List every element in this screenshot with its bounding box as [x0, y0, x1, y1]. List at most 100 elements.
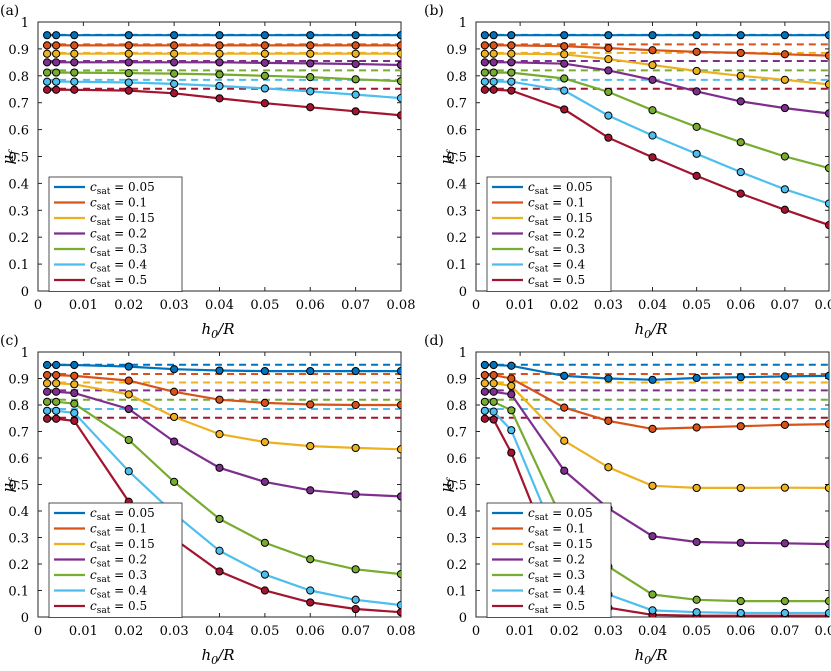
data-point [824, 109, 829, 118]
legend-entry-6: csat = 0.5 [90, 599, 147, 616]
series-line-5 [484, 80, 829, 205]
data-point [780, 372, 789, 381]
data-point [824, 419, 829, 429]
y-axis-label: μf [437, 149, 458, 165]
data-point [489, 397, 498, 406]
data-point [736, 373, 745, 382]
data-point [507, 390, 516, 399]
data-point [692, 66, 701, 76]
x-tick-label: 0.02 [550, 298, 579, 313]
legend-entry-4: csat = 0.3 [528, 568, 585, 585]
plot-area [42, 31, 401, 120]
data-point [480, 406, 489, 415]
data-point [124, 78, 133, 87]
panel-label: (a) [0, 3, 19, 19]
legend-entry-3: csat = 0.2 [90, 553, 147, 570]
data-point [507, 77, 516, 86]
x-tick-label: 0.02 [550, 624, 579, 639]
data-point [507, 381, 516, 391]
legend-entry-0: csat = 0.05 [90, 506, 155, 523]
data-point [396, 31, 401, 40]
data-point [480, 397, 489, 406]
data-point [736, 189, 745, 198]
data-point [507, 49, 516, 58]
data-point [648, 75, 657, 84]
data-point [780, 50, 789, 59]
x-tick-label: 0.01 [69, 298, 98, 313]
series-line-2 [47, 382, 401, 451]
x-tick-label: 0.03 [160, 298, 189, 313]
data-point [648, 532, 657, 541]
legend-entry-5: csat = 0.4 [90, 584, 147, 601]
x-tick-label: 0.07 [770, 624, 799, 639]
data-point [52, 31, 61, 40]
x-tick-label: 0.06 [296, 624, 325, 639]
x-tick-label: 0.02 [114, 624, 143, 639]
y-tick-label: 0.2 [8, 231, 29, 246]
data-point [824, 540, 829, 549]
y-tick-label: 0.6 [8, 124, 29, 139]
data-point [736, 138, 745, 147]
x-tick-label: 0.06 [726, 298, 755, 313]
data-point [42, 379, 52, 388]
data-point [507, 68, 516, 77]
legend-entry-1: csat = 0.1 [528, 522, 585, 539]
data-point [560, 436, 569, 445]
data-point [480, 49, 489, 58]
data-point [124, 49, 133, 58]
y-tick-label: 1 [459, 346, 467, 361]
legend-entry-2: csat = 0.15 [90, 211, 155, 228]
y-tick-label: 0.8 [446, 399, 467, 414]
plot-area [480, 31, 829, 230]
data-point [824, 163, 829, 173]
data-point [70, 371, 79, 380]
data-point [306, 49, 315, 58]
data-point [824, 199, 829, 208]
data-point [70, 408, 79, 418]
data-point [507, 361, 516, 370]
data-point [260, 99, 269, 108]
series-line-2 [484, 52, 829, 86]
x-tick-label: 0.05 [250, 624, 279, 639]
x-tick-label: 0.05 [682, 298, 711, 313]
data-point [351, 49, 360, 58]
data-point [260, 570, 269, 579]
data-point [736, 538, 745, 547]
data-point [560, 59, 569, 68]
data-point [170, 58, 179, 67]
y-tick-label: 1 [21, 346, 29, 361]
data-point [648, 481, 657, 490]
y-tick-label: 0.9 [8, 373, 29, 388]
data-point [42, 406, 52, 415]
data-point [489, 360, 498, 370]
data-point [70, 31, 79, 40]
y-tick-label: 0.5 [8, 151, 29, 166]
data-point [215, 567, 224, 576]
data-point [489, 415, 498, 424]
x-tick-label: 0.08 [815, 624, 831, 639]
y-tick-label: 0.4 [446, 177, 467, 192]
y-tick-label: 0.7 [446, 97, 467, 112]
legend-entry-5: csat = 0.4 [90, 258, 147, 275]
data-point [736, 97, 745, 106]
data-point [560, 42, 569, 51]
x-tick-label: 0.07 [770, 298, 799, 313]
x-axis-label: h0/R [635, 320, 668, 341]
panel-label: (c) [0, 333, 19, 349]
y-tick-label: 0.1 [446, 258, 467, 273]
data-point [124, 31, 133, 40]
data-point [124, 58, 133, 67]
data-point [396, 77, 401, 86]
data-point [736, 483, 745, 493]
y-tick-label: 0.3 [446, 532, 467, 547]
x-tick-label: 0.04 [205, 298, 234, 313]
data-point [215, 41, 224, 50]
legend-entry-3: csat = 0.2 [528, 227, 585, 244]
data-point [42, 58, 52, 67]
data-point [306, 586, 315, 595]
data-point [351, 90, 360, 99]
x-tick-label: 0.08 [815, 298, 831, 313]
panel-label: (b) [424, 3, 444, 19]
data-point [306, 103, 315, 112]
